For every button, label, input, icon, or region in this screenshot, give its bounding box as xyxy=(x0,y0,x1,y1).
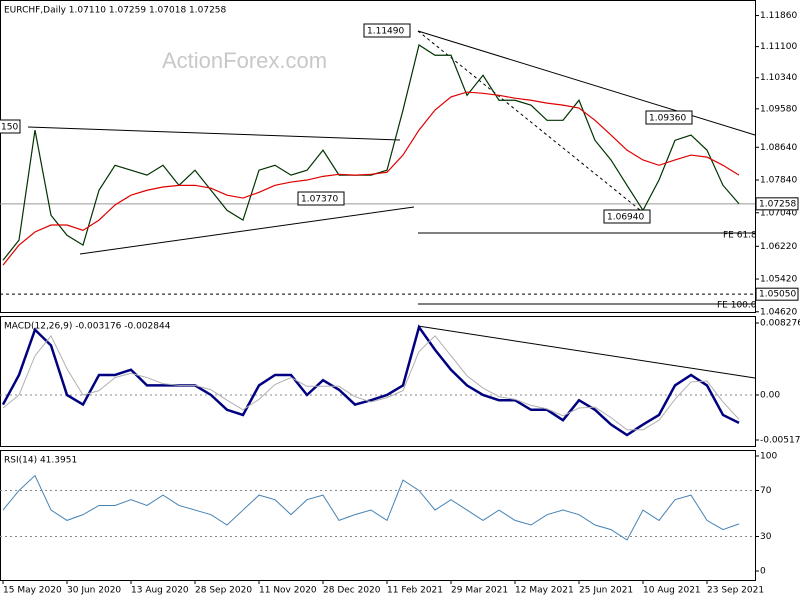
y-tick-label: 1.11100 xyxy=(760,42,797,52)
x-tick-label: 10 Aug 2021 xyxy=(643,586,701,596)
series-line xyxy=(2,91,740,266)
x-tick-label: 13 Aug 2020 xyxy=(131,586,189,596)
price-panel xyxy=(0,0,756,313)
series-line xyxy=(2,334,740,431)
panel-title: RSI(14) 41.3951 xyxy=(4,456,77,466)
annotation: 150 xyxy=(1,123,18,133)
x-tick-label: 30 Jun 2020 xyxy=(67,586,121,596)
y-tick-label: 1.04620 xyxy=(760,307,797,317)
x-tick-label: 11 Feb 2021 xyxy=(387,586,443,596)
panel-title: EURCHF,Daily 1.07110 1.07259 1.07018 1.0… xyxy=(4,6,227,16)
y-tick-label: 1.06220 xyxy=(760,242,797,252)
rsi-panel xyxy=(0,450,756,581)
y-tick-label: 0 xyxy=(760,567,766,577)
annotation-box xyxy=(603,209,651,224)
y-tick-label: 1.08640 xyxy=(760,143,797,153)
macd-panel xyxy=(0,316,756,447)
annotation: FE 100.0 xyxy=(717,301,757,311)
y-tick-label: 1.07840 xyxy=(760,176,797,186)
x-tick-label: 12 May 2021 xyxy=(515,586,574,596)
annotation: FE 61.8 xyxy=(723,231,757,241)
x-tick-label: 29 Mar 2021 xyxy=(451,586,508,596)
y-tick-label: 0.008276 xyxy=(760,318,800,328)
x-tick-label: 28 Sep 2020 xyxy=(195,586,252,596)
annotation-box xyxy=(363,23,411,38)
trendlines xyxy=(27,30,756,379)
y-tick-label: 30 xyxy=(760,532,772,542)
y-tick-label: 1.11860 xyxy=(760,11,797,21)
x-tick-label: 23 Sep 2021 xyxy=(707,586,764,596)
price-label-box xyxy=(755,287,799,301)
trendline xyxy=(417,30,641,211)
price-label-box xyxy=(755,197,799,211)
annotation: 1.06940 xyxy=(607,213,644,223)
x-tick-label: 28 Dec 2020 xyxy=(323,586,381,596)
annotation: 1.09360 xyxy=(649,114,686,124)
annotation: 1.11490 xyxy=(367,27,404,37)
y-tick-label: 1.10340 xyxy=(760,73,797,83)
annotation: 1.07370 xyxy=(301,195,338,205)
trendline xyxy=(417,30,756,136)
annotation-box xyxy=(297,191,345,206)
panel-title: MACD(12,26,9) -0.003176 -0.002844 xyxy=(4,322,171,332)
annotation-box xyxy=(0,119,21,134)
price-label: 1.05050 xyxy=(759,290,796,300)
y-tick-label: 1.07040 xyxy=(760,208,797,218)
annotation-box xyxy=(645,110,693,125)
x-tick-label: 25 Jun 2021 xyxy=(579,586,633,596)
x-tick-label: 15 May 2020 xyxy=(3,586,62,596)
series-line xyxy=(2,474,740,541)
y-tick-label: 0.00 xyxy=(760,390,780,400)
y-tick-label: 100 xyxy=(760,451,777,461)
price-label: 1.07258 xyxy=(759,199,796,209)
series-line xyxy=(2,44,740,261)
trendline xyxy=(27,126,401,141)
y-tick-label: 70 xyxy=(760,486,772,496)
y-tick-label: 1.05420 xyxy=(760,275,797,285)
x-tick-label: 11 Nov 2020 xyxy=(259,586,317,596)
watermark: ActionForex.com xyxy=(162,48,327,73)
series-line xyxy=(1,324,740,437)
trendline xyxy=(79,206,415,255)
y-tick-label: 1.09580 xyxy=(760,104,797,114)
y-tick-label: -0.005174 xyxy=(760,435,800,445)
macd-trendline xyxy=(417,325,756,379)
